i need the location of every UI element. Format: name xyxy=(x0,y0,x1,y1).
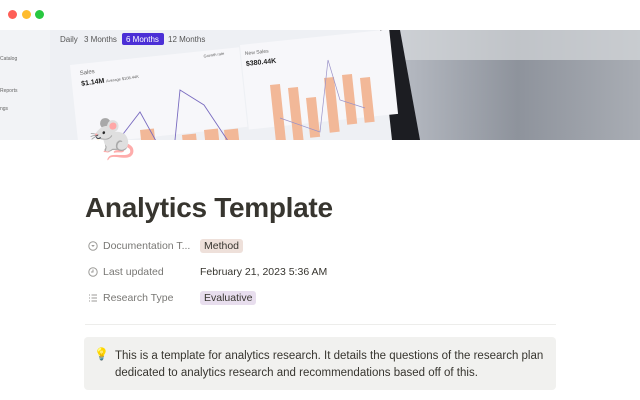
clock-icon xyxy=(88,267,98,277)
select-icon xyxy=(88,241,98,251)
property-label: Documentation T... xyxy=(103,240,191,252)
cover-sidebar-item: ngs xyxy=(0,106,9,112)
cover-bars xyxy=(140,73,375,140)
cover-sidebar-item: Catalog xyxy=(0,56,17,62)
lightbulb-icon: 💡 xyxy=(94,347,109,361)
cover-sidebar-item: Reports xyxy=(0,88,18,94)
maximize-window-button[interactable] xyxy=(35,10,44,19)
minimize-window-button[interactable] xyxy=(22,10,31,19)
list-icon xyxy=(89,294,97,302)
cover-new-sales-value: $380.44K xyxy=(246,58,277,68)
page-title[interactable]: Analytics Template xyxy=(85,192,333,223)
cover-image[interactable]: Catalog Reports ngs Daily 3 Months 6 Mon… xyxy=(0,30,640,140)
cover-tab-active: 6 Months xyxy=(126,35,159,44)
cover-growth-line xyxy=(119,89,228,140)
cover-tab: Daily xyxy=(60,35,78,44)
callout[interactable]: 💡 This is a template for analytics resea… xyxy=(84,337,556,390)
cover-sales-average: Average $108.44K xyxy=(106,74,140,84)
cover-sales-title: Sales xyxy=(79,69,95,77)
divider xyxy=(85,324,556,325)
cover-legend: Growth rate xyxy=(203,51,225,59)
cover-tab: 12 Months xyxy=(168,35,205,44)
cover-sales-value: $1.14M xyxy=(81,78,105,88)
property-label: Last updated xyxy=(103,266,164,278)
property-research-type[interactable]: Research Type Evaluative xyxy=(88,288,257,308)
property-value-tag[interactable]: Method xyxy=(200,239,244,253)
callout-text[interactable]: This is a template for analytics researc… xyxy=(115,350,544,379)
cover-tab: 3 Months xyxy=(84,35,117,44)
property-value: February 21, 2023 5:36 AM xyxy=(200,266,328,278)
page-icon[interactable]: 🐁 xyxy=(84,109,142,161)
property-value-tag[interactable]: Evaluative xyxy=(200,291,257,305)
property-last-updated[interactable]: Last updated February 21, 2023 5:36 AM xyxy=(88,262,327,282)
cover-new-sales-title: New Sales xyxy=(245,48,270,57)
property-documentation-type[interactable]: Documentation T... Method xyxy=(88,236,244,256)
close-window-button[interactable] xyxy=(8,10,17,19)
property-label: Research Type xyxy=(103,292,174,304)
